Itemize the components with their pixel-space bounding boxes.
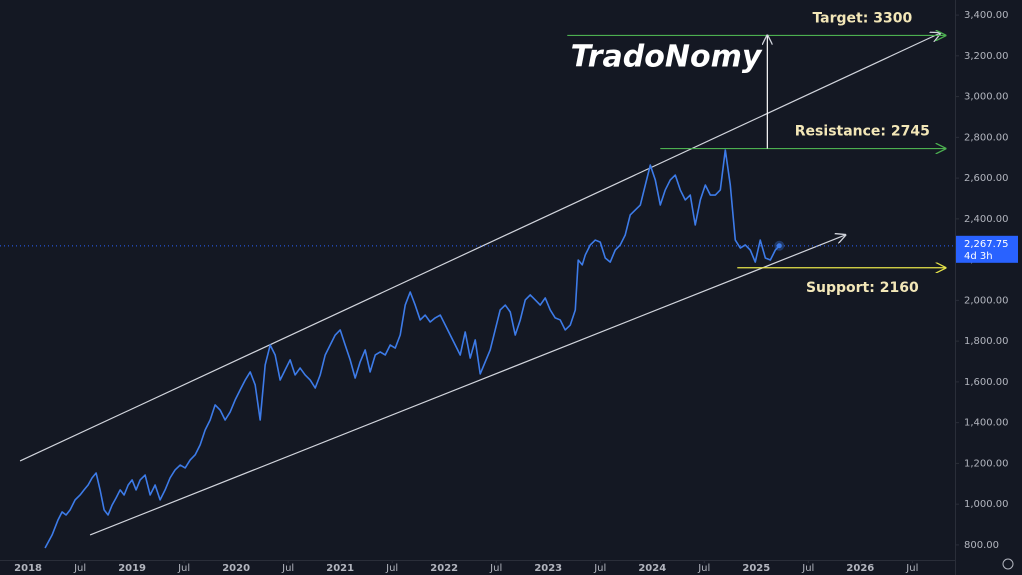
level-label: Resistance: 2745 [795,124,930,140]
y-tick-label: 1,400.00 [964,418,1009,429]
x-tick-label: Jul [385,563,398,574]
y-tick-label: 1,800.00 [964,336,1009,347]
x-tick-label: Jul [801,563,814,574]
x-tick-label: 2026 [846,563,874,574]
level-label: Support: 2160 [806,280,919,296]
watermark: TradoNomy [571,40,763,75]
y-tick-label: 2,400.00 [964,214,1009,225]
y-tick-label: 2,600.00 [964,173,1009,184]
last-point [776,243,782,249]
settings-button[interactable] [1002,558,1014,570]
x-tick-label: 2022 [430,563,458,574]
y-tick-label: 1,200.00 [964,458,1009,469]
y-tick-label: 3,400.00 [964,10,1009,21]
y-tick-label: 1,000.00 [964,499,1009,510]
level-label: Target: 3300 [812,10,912,26]
x-tick-label: 2020 [222,563,250,574]
x-tick-label: Jul [593,563,606,574]
last-price-label: 2,267.75 [964,239,1009,250]
channel-line [19,33,940,462]
last-price-box [956,235,1018,263]
y-tick-label: 2,000.00 [964,295,1009,306]
y-tick-label: 3,200.00 [964,51,1009,62]
channel-line [89,235,845,536]
x-tick-label: Jul [697,563,710,574]
x-tick-label: 2024 [638,563,666,574]
x-tick-label: Jul [177,563,190,574]
x-tick-label: 2023 [534,563,562,574]
y-tick-label: 1,600.00 [964,377,1009,388]
y-tick-label: 3,000.00 [964,92,1009,103]
x-tick-label: Jul [905,563,918,574]
y-tick-label: 2,800.00 [964,132,1009,143]
x-tick-label: 2018 [14,563,42,574]
x-tick-label: Jul [489,563,502,574]
countdown-label: 4d 3h [964,251,993,262]
x-tick-label: 2021 [326,563,354,574]
x-tick-label: Jul [281,563,294,574]
price-line [44,149,780,549]
x-tick-label: 2025 [742,563,770,574]
y-tick-label: 800.00 [964,540,999,551]
x-tick-label: 2019 [118,563,146,574]
x-tick-label: Jul [73,563,86,574]
